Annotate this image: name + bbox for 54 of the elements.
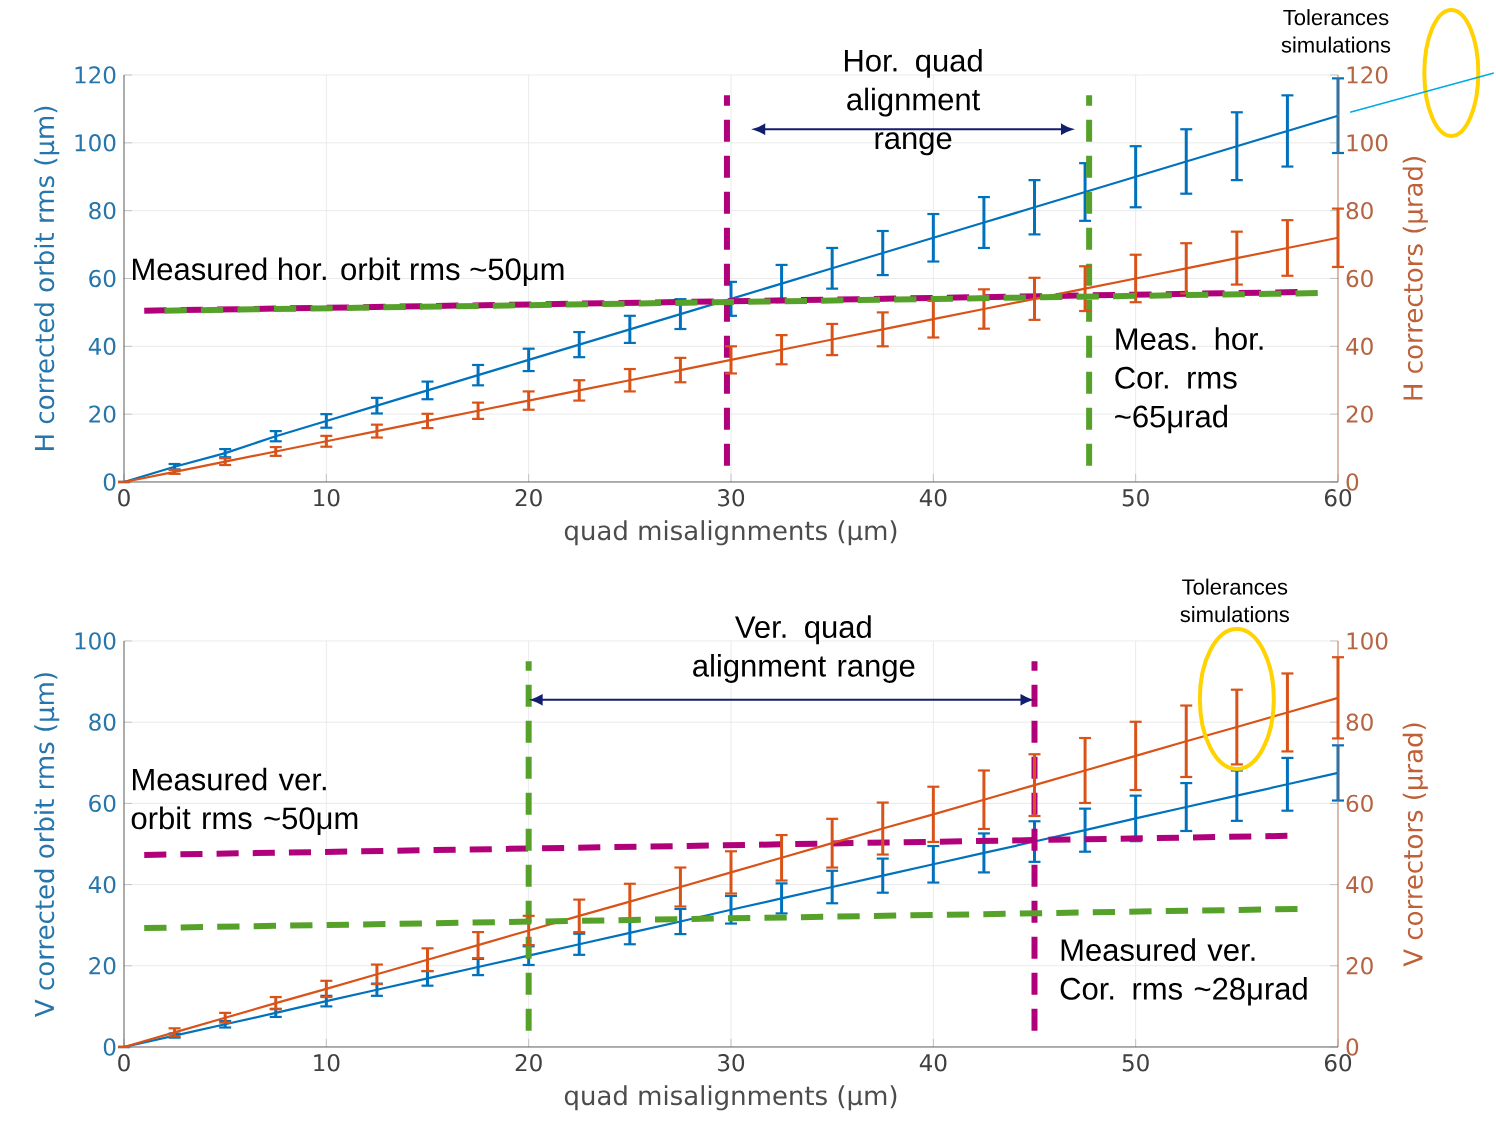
y-axis-title: V corrected orbit rms (μm) — [34, 673, 60, 1017]
x-axis-title: quad misalignments (μm) — [564, 520, 897, 546]
y2-axis-title: H correctors (μrad) — [1402, 157, 1428, 400]
x-tick-label: 10 — [314, 489, 340, 507]
x-tick-label: 50 — [1122, 489, 1149, 507]
x-tick-label: 60 — [1324, 1054, 1352, 1072]
text: Tolerances simulations — [1281, 9, 1391, 53]
annotation: Ver. quad alignment range — [693, 615, 915, 683]
annotation: Measured ver. orbit rms ~50μm — [131, 767, 358, 835]
y2-tick-label: 100 — [1347, 632, 1388, 650]
y2-tick-label: 120 — [1347, 66, 1388, 84]
y-tick-label: 20 — [89, 405, 116, 423]
x-tick-label: 30 — [718, 489, 745, 507]
y2-tick-label: 80 — [1346, 201, 1373, 220]
y2-tick-label: 40 — [1346, 337, 1373, 355]
y-tick-label: 40 — [88, 337, 116, 355]
y-tick-label: 120 — [75, 66, 116, 84]
y2-tick-label: 20 — [1346, 405, 1373, 423]
x-tick-label: 0 — [118, 1054, 130, 1072]
x-tick-label: 40 — [919, 489, 947, 507]
x-tick-label: 30 — [718, 1054, 745, 1072]
x-tick-label: 40 — [919, 1054, 947, 1072]
y-tick-label: 100 — [75, 632, 116, 650]
y-tick-label: 0 — [103, 1038, 116, 1056]
annotation: Measured ver. Cor. rms ~28μrad — [1060, 938, 1307, 1006]
annotation: Measured hor. orbit rms ~50μm — [132, 257, 564, 286]
y-tick-label: 20 — [89, 957, 116, 975]
y2-tick-label: 60 — [1346, 794, 1373, 813]
y2-axis-title: V correctors (μrad) — [1402, 723, 1428, 967]
y-tick-label: 80 — [89, 713, 116, 731]
y2-tick-label: 40 — [1346, 875, 1373, 894]
y2-tick-label: 80 — [1346, 713, 1373, 731]
x-tick-label: 20 — [515, 1054, 542, 1072]
y-tick-label: 0 — [103, 473, 116, 491]
x-tick-label: 20 — [515, 489, 542, 507]
x-tick-label: 0 — [118, 489, 130, 507]
annotation: Meas. hor. Cor. rms ~65μrad — [1115, 327, 1263, 434]
y-tick-label: 80 — [89, 201, 116, 220]
x-tick-label: 60 — [1324, 489, 1352, 507]
x-tick-label: 10 — [314, 1054, 340, 1072]
y2-tick-label: 60 — [1346, 269, 1373, 288]
y2-tick-label: 0 — [1346, 473, 1359, 491]
y-axis-title: H corrected orbit rms (μm) — [34, 106, 60, 450]
y2-tick-label: 100 — [1347, 134, 1388, 152]
x-tick-label: 50 — [1122, 1054, 1149, 1072]
y2-tick-label: 0 — [1346, 1038, 1359, 1056]
y-tick-label: 60 — [89, 794, 116, 813]
y-tick-label: 40 — [88, 875, 116, 894]
x-axis-title: quad misalignments (μm) — [564, 1085, 897, 1111]
annotation: Hor. quad alignment range — [844, 48, 982, 156]
y2-tick-label: 20 — [1346, 957, 1373, 975]
y-tick-label: 100 — [75, 134, 116, 152]
y-tick-label: 60 — [89, 269, 116, 288]
text: Tolerances simulations — [1180, 578, 1289, 623]
